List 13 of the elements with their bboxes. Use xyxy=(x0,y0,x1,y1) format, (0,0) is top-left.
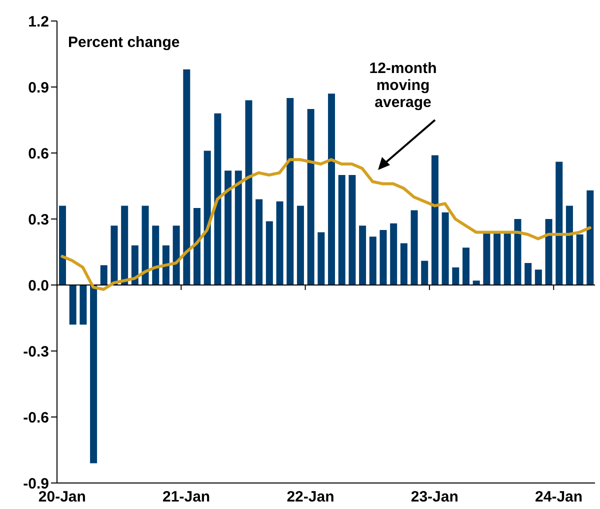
y-tick-label: -0.6 xyxy=(23,409,49,426)
y-tick-label: 0.0 xyxy=(28,277,49,294)
y-tick-label: 1.2 xyxy=(28,13,49,30)
text: 12-month moving average xyxy=(368,60,438,111)
x-tick-label: 23-Jan xyxy=(410,488,458,506)
y-axis-title: Percent change xyxy=(68,34,180,51)
x-tick-label: 22-Jan xyxy=(286,488,334,506)
y-tick-label: -0.3 xyxy=(23,343,49,360)
y-tick-label: 0.6 xyxy=(28,145,49,162)
y-tick-label: 0.3 xyxy=(28,211,49,228)
x-tick-label: 21-Jan xyxy=(162,488,210,506)
y-tick-label: 0.9 xyxy=(28,79,49,96)
x-tick-label: 24-Jan xyxy=(535,488,583,506)
